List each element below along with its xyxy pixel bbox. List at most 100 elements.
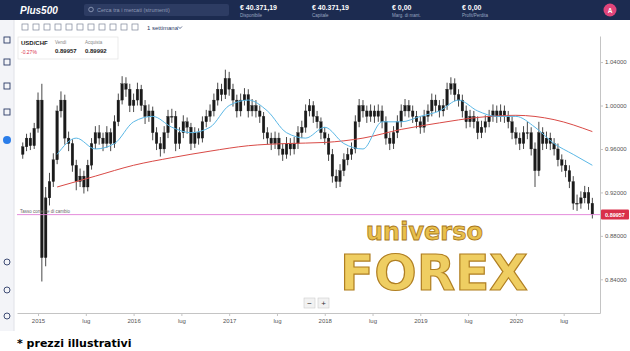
avatar-initial[interactable]: A xyxy=(608,7,613,14)
candle-body xyxy=(293,144,296,149)
candle-body xyxy=(197,133,200,138)
candle-body xyxy=(281,149,284,154)
candle-wick xyxy=(41,84,42,282)
candle-body xyxy=(331,154,334,176)
candle xyxy=(163,126,166,153)
sidebar-icon[interactable] xyxy=(4,259,10,265)
candle-wick xyxy=(382,106,383,129)
candle-wick xyxy=(49,173,50,206)
candle-wick xyxy=(489,110,490,127)
candle-wick xyxy=(137,83,138,106)
x-tick-label: 2019 xyxy=(414,318,428,324)
sell-price[interactable]: 0.89957 xyxy=(55,48,77,54)
candle-wick xyxy=(194,127,195,148)
candle-wick xyxy=(408,100,409,117)
toolbar-icon[interactable] xyxy=(33,24,39,30)
candle-wick xyxy=(118,94,119,127)
sell-label[interactable]: Vendi xyxy=(55,40,66,45)
toolbar-icon[interactable] xyxy=(121,24,127,30)
caption: * prezzi illustrativi xyxy=(17,337,132,350)
candle xyxy=(60,91,63,117)
candle-wick xyxy=(217,83,218,106)
candle-wick xyxy=(454,78,455,101)
x-tick-label: lug xyxy=(178,318,186,324)
y-axis-line xyxy=(600,37,601,314)
toolbar-icon[interactable] xyxy=(132,24,138,30)
sidebar-icon[interactable] xyxy=(4,59,10,65)
candle-body xyxy=(193,133,196,144)
candle xyxy=(83,171,86,194)
candle xyxy=(576,195,579,211)
toolbar-icon[interactable] xyxy=(77,24,83,30)
y-tick-label: 0.88000 xyxy=(605,233,627,239)
x-tick-mark xyxy=(86,313,87,316)
avatar[interactable] xyxy=(604,4,617,17)
search-box[interactable] xyxy=(84,4,229,16)
candle-body xyxy=(560,160,563,165)
candle-wick xyxy=(240,94,241,117)
candle-body xyxy=(572,182,575,204)
buy-label[interactable]: Acquista xyxy=(85,40,103,45)
sidebar-icon[interactable] xyxy=(4,83,10,89)
toolbar-icon[interactable] xyxy=(99,24,105,30)
toolbar-icon[interactable] xyxy=(66,24,72,30)
candle-wick xyxy=(343,153,344,176)
account-value: € 0,00 xyxy=(462,4,482,12)
candle xyxy=(140,85,143,111)
instrument-symbol: USD/CHF xyxy=(21,40,48,46)
candle xyxy=(392,126,395,149)
candle-wick xyxy=(439,100,440,117)
buy-price[interactable]: 0.89992 xyxy=(85,48,107,54)
dropdown-caret[interactable] xyxy=(178,27,182,29)
sidebar-icon[interactable] xyxy=(4,109,10,115)
logo[interactable]: Plus500 xyxy=(20,5,58,16)
candle xyxy=(148,104,151,121)
candle-wick xyxy=(252,99,253,116)
candle-body xyxy=(243,95,246,100)
sidebar-icon[interactable] xyxy=(4,287,10,293)
candle-wick xyxy=(187,117,188,133)
sidebar-icon[interactable] xyxy=(4,37,10,43)
zoom-label[interactable]: − xyxy=(307,299,312,308)
candle-wick xyxy=(183,115,184,138)
candle-body xyxy=(469,116,472,121)
candle-body xyxy=(262,116,265,132)
toolbar-icon[interactable] xyxy=(22,24,28,30)
background xyxy=(0,0,630,351)
toolbar-icon[interactable] xyxy=(55,24,61,30)
candle-wick xyxy=(305,104,306,132)
x-tick-mark xyxy=(468,313,469,316)
x-tick-mark xyxy=(134,313,135,316)
candle xyxy=(304,104,307,132)
candle xyxy=(518,133,521,150)
x-tick-label: lug xyxy=(465,318,473,324)
candle-body xyxy=(350,149,353,154)
candle xyxy=(503,106,506,123)
candle xyxy=(411,106,414,123)
candle-body xyxy=(518,138,521,143)
candle xyxy=(465,106,468,129)
candle-wick xyxy=(340,164,341,187)
candle-wick xyxy=(122,76,123,104)
header-bar xyxy=(0,0,630,20)
x-tick-label: lug xyxy=(273,318,281,324)
candle xyxy=(583,186,586,203)
sidebar-icon[interactable] xyxy=(4,313,10,319)
candle-wick xyxy=(405,99,406,116)
candle xyxy=(121,76,124,104)
y-tick: 0.92000 xyxy=(600,190,627,196)
timeframe-select[interactable]: 1 settimana xyxy=(147,25,179,31)
zoom-button[interactable] xyxy=(318,298,329,308)
toolbar-icon[interactable] xyxy=(88,24,94,30)
toolbar-icon[interactable] xyxy=(44,24,50,30)
y-tick-mark xyxy=(600,236,603,237)
sidebar-icon-active[interactable] xyxy=(3,136,11,144)
candle-body xyxy=(71,144,74,166)
toolbar-icon[interactable] xyxy=(110,24,116,30)
candle xyxy=(90,138,93,170)
zoom-button[interactable] xyxy=(304,298,315,308)
candle-body xyxy=(106,133,109,144)
candle-body xyxy=(476,122,479,133)
zoom-label[interactable]: + xyxy=(321,299,326,308)
candle xyxy=(530,127,533,155)
